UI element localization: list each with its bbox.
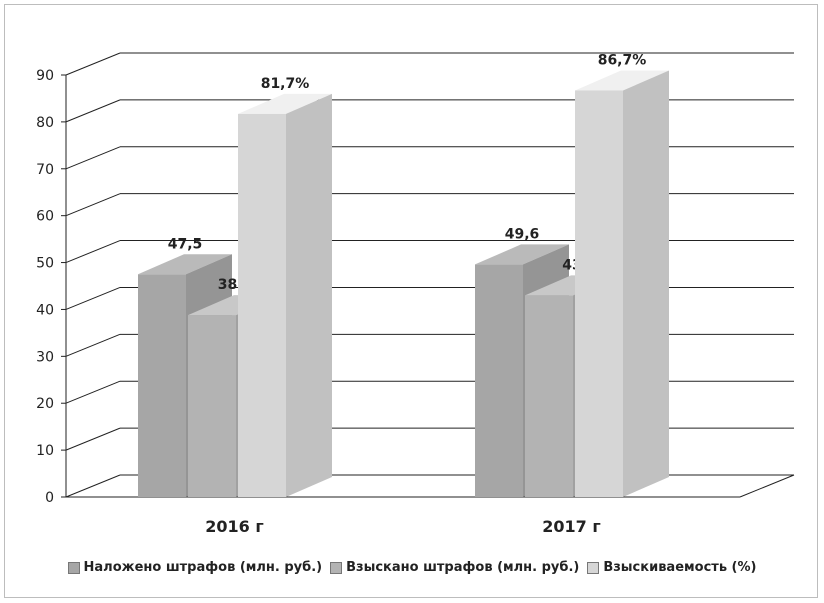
legend-swatch-0 [67, 561, 80, 574]
data-label-0-2: 81,7% [261, 76, 310, 92]
bar-1-0-front [475, 264, 523, 497]
gridline-depth-9 [65, 52, 121, 76]
legend-item-1: Взыскано штрафов (млн. руб.) [330, 560, 579, 575]
gridline-depth-4 [65, 286, 121, 310]
legend-item-0: Наложено штрафов (млн. руб.) [67, 560, 323, 575]
legend-item-2: Взыскиваемость (%) [587, 560, 756, 575]
y-tick-label-2: 20 [36, 396, 54, 412]
legend-label-1: Взыскано штрафов (млн. руб.) [346, 560, 580, 575]
bar-1-2-side [623, 70, 669, 498]
y-tick-label-6: 60 [36, 209, 54, 225]
gridline-depth-5 [65, 240, 121, 264]
x-tick-label-0: 2016 г [205, 517, 263, 536]
legend-swatch-1 [330, 561, 343, 574]
data-label-1-0: 49,6 [505, 226, 540, 242]
gridline-depth-8 [65, 99, 121, 123]
data-label-0-0: 47,5 [168, 236, 203, 252]
bar-1-2-top [575, 70, 669, 91]
y-tick-label-0: 0 [45, 490, 54, 506]
bar-0-0-top [138, 254, 232, 275]
y-tick-label-3: 30 [36, 349, 54, 365]
bar-0-2-side [286, 93, 332, 497]
gridline-depth-0 [65, 474, 121, 498]
legend: Наложено штрафов (млн. руб.) Взыскано шт… [0, 560, 824, 575]
bar-0-2-top [238, 93, 332, 114]
bar-0-1-front [188, 315, 236, 497]
bar-1-0-top [475, 244, 569, 265]
y-tick-label-4: 40 [36, 302, 54, 318]
floor-right-edge [739, 474, 795, 498]
legend-label-2: Взыскиваемость (%) [603, 560, 757, 575]
y-tick-label-7: 70 [36, 162, 54, 178]
gridline-depth-1 [65, 427, 121, 451]
y-tick-label-5: 50 [36, 256, 54, 272]
x-tick-label-1: 2017 г [542, 517, 600, 536]
legend-label-0: Наложено штрафов (млн. руб.) [83, 560, 323, 575]
gridline-depth-3 [65, 333, 121, 357]
data-label-1-2: 86,7% [598, 52, 647, 68]
legend-swatch-2 [587, 561, 600, 574]
y-tick-label-1: 10 [36, 443, 54, 459]
bar-1-1-front [525, 295, 573, 497]
gridline-depth-6 [65, 193, 121, 217]
y-tick-label-9: 90 [36, 68, 54, 84]
gridline-depth-7 [65, 146, 121, 170]
bar-1-2-front [575, 90, 623, 498]
bar-0-0-front [138, 274, 186, 497]
bar-0-2-front [238, 113, 286, 497]
gridline-depth-2 [65, 380, 121, 404]
y-tick-label-8: 80 [36, 115, 54, 131]
